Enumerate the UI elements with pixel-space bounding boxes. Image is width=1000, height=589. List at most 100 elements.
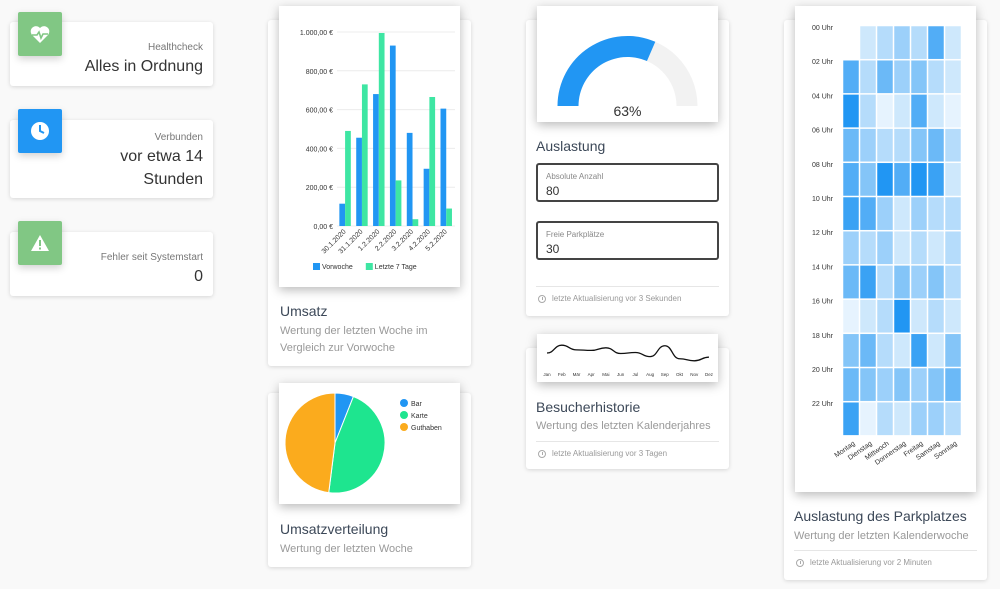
heatmap-cell <box>876 162 894 197</box>
heatmap-cell <box>893 196 911 231</box>
heatmap-cell <box>876 230 894 265</box>
heatmap-cell <box>876 94 894 128</box>
legend-swatch <box>313 263 320 270</box>
field-label: Absolute Anzahl <box>546 172 604 181</box>
footer-text: letzte Aktualisierung vor 3 Sekunden <box>552 294 682 303</box>
legend-label: Bar <box>411 401 423 408</box>
bar <box>345 130 351 226</box>
bar <box>446 208 452 226</box>
heatmap-cell <box>910 333 928 368</box>
freie-parkplaetze-field[interactable]: Freie Parkplätze 30 <box>536 221 719 260</box>
x-tick-label: Dez <box>705 372 714 377</box>
heatmap-cell <box>944 401 962 436</box>
y-tick-label: 14 Uhr <box>812 264 834 271</box>
heatmap-cell <box>842 401 860 436</box>
heatmap-cell <box>927 401 945 436</box>
bar <box>378 32 385 226</box>
heatmap-cell <box>842 299 860 334</box>
x-tick-label: Aug <box>646 372 655 377</box>
bar <box>395 180 402 226</box>
heatmap-cell <box>859 333 877 368</box>
heatmap-cell <box>893 265 911 299</box>
stat-category: Verbunden <box>154 132 203 143</box>
heatmap-cell <box>893 162 911 197</box>
x-tick-label: Jun <box>617 372 625 377</box>
heatmap-cell <box>876 265 894 299</box>
bar <box>361 84 368 226</box>
pie-chart: Bar Karte Guthaben <box>284 392 442 494</box>
y-tick-label: 0,00 € <box>314 224 334 231</box>
heatmap-cell <box>910 367 928 402</box>
heatmap-cell <box>842 367 860 402</box>
heatmap-cell <box>927 94 945 128</box>
series-line <box>546 344 710 362</box>
heatmap-cell <box>944 333 962 368</box>
heatmap-cell <box>944 196 962 231</box>
bar <box>412 219 419 226</box>
gauge-panel: 63% <box>537 6 718 122</box>
heatmap-chart: 00 Uhr 02 Uhr 04 Uhr 06 Uhr 08 Uhr 10 Uhr 12 U… <box>812 25 962 467</box>
heatmap-cell <box>876 299 894 334</box>
x-tick-label: Okt <box>676 372 684 377</box>
heatmap-cell <box>859 265 877 299</box>
heatmap-cell <box>910 401 928 436</box>
absolute-anzahl-field[interactable]: Absolute Anzahl 80 <box>536 163 719 202</box>
legend-label: Vorwoche <box>322 264 353 271</box>
clock-icon <box>796 558 804 567</box>
heatmap-cell <box>910 25 928 60</box>
pie-chart-panel: Bar Karte Guthaben <box>279 383 460 504</box>
bar <box>423 168 430 226</box>
card-subtitle: Wertung des letzten Kalenderjahres <box>536 420 711 432</box>
heatmap-cell <box>842 333 860 368</box>
heatmap-cell <box>859 230 877 265</box>
heatmap-cell <box>859 128 877 163</box>
x-tick-label: Apr <box>588 372 596 377</box>
y-tick-label: 18 Uhr <box>812 333 834 340</box>
card-divider <box>536 441 719 442</box>
card-title: Auslastung des Parkplatzes <box>794 508 967 524</box>
heatmap-cell <box>859 401 877 436</box>
y-tick-label: 08 Uhr <box>812 162 834 169</box>
heatmap-cell <box>910 162 928 197</box>
y-tick-label: 04 Uhr <box>812 93 834 100</box>
y-tick-label: 200,00 € <box>306 185 333 192</box>
heatmap-cell <box>893 128 911 163</box>
clock-icon <box>538 449 546 458</box>
line-chart: Jan Feb Mär Apr Mai Jun Jul Aug Sep Okt Nov Dez <box>543 344 714 377</box>
bar <box>356 137 362 226</box>
heatmap-cell <box>927 265 945 299</box>
y-tick-label: 16 Uhr <box>812 299 834 306</box>
legend-swatch <box>400 411 408 419</box>
x-tick-label: Sep <box>661 372 670 377</box>
heartbeat-icon <box>18 12 62 56</box>
x-tick-label: Jul <box>632 372 638 377</box>
bar <box>389 45 396 226</box>
x-tick-label: Mär <box>573 372 581 377</box>
gauge-percent-label: 63% <box>613 103 641 119</box>
field-value: 80 <box>546 184 560 198</box>
heatmap-cell <box>927 128 945 163</box>
heatmap-cell <box>893 299 911 334</box>
card-footer: letzte Aktualisierung vor 3 Tagen <box>538 449 667 458</box>
field-value: 30 <box>546 242 560 256</box>
y-tick-label: 00 Uhr <box>812 25 834 32</box>
heatmap-cell <box>842 59 860 94</box>
card-footer: letzte Aktualisierung vor 2 Minuten <box>796 558 932 567</box>
heatmap-cell <box>910 196 928 231</box>
y-tick-label: 400,00 € <box>306 146 333 153</box>
heatmap-cell <box>876 25 894 60</box>
gauge-fill <box>557 35 656 106</box>
heatmap-cell <box>893 25 911 60</box>
heatmap-cell <box>927 299 945 334</box>
y-tick-label: 600,00 € <box>306 108 333 115</box>
card-subtitle: Wertung der letzten Woche <box>280 543 413 555</box>
heatmap-cell <box>944 265 962 299</box>
heatmap-cell <box>859 162 877 197</box>
heatmap-cell <box>859 94 877 128</box>
card-subtitle: Wertung der letzten Woche im Vergleich z… <box>280 325 428 354</box>
x-tick-label: Jan <box>543 372 551 377</box>
heatmap-cell <box>944 367 962 402</box>
heatmap-cell <box>876 333 894 368</box>
x-tick-label: Mai <box>602 372 609 377</box>
heatmap-cell <box>927 162 945 197</box>
